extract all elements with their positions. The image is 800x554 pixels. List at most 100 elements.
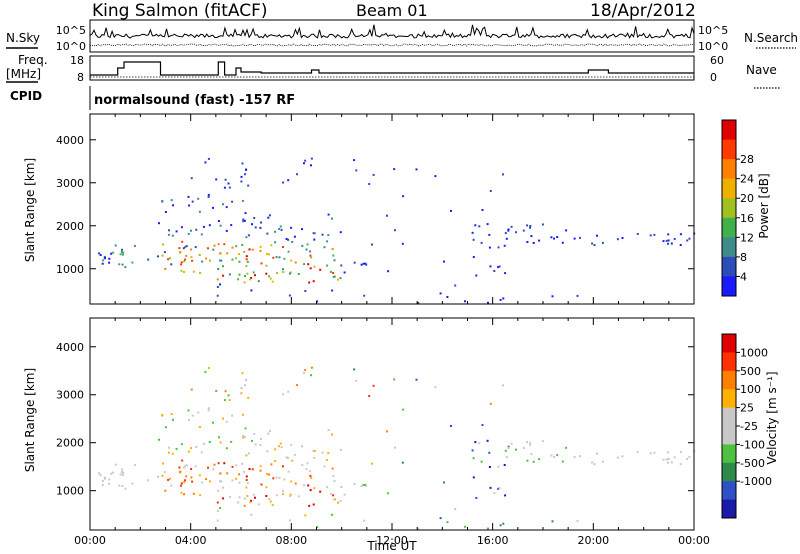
heatmap-cell (417, 527, 420, 530)
freq-trace (90, 61, 694, 78)
heatmap-cell (283, 257, 286, 260)
heatmap-cell (309, 254, 312, 257)
heatmap-cell (124, 487, 127, 490)
heatmap-cell (169, 257, 171, 260)
heatmap-cell (205, 478, 208, 481)
heatmap-cell (187, 450, 190, 453)
heatmap-cell (309, 250, 312, 253)
heatmap-cell (157, 255, 159, 258)
heatmap-cell (541, 440, 544, 443)
heatmap-cell (170, 484, 173, 487)
heatmap-cell (198, 474, 201, 477)
heatmap-cell (386, 430, 388, 433)
heatmap-cell (250, 513, 253, 516)
heatmap-cell (237, 278, 240, 281)
heatmap-cell (313, 238, 316, 241)
heatmap-cell (310, 157, 313, 160)
heatmap-cell (213, 463, 216, 466)
heatmap-cell (310, 366, 313, 369)
heatmap-cell (573, 455, 576, 458)
heatmap-cell (207, 193, 210, 196)
heatmap-cell (121, 468, 123, 471)
heatmap-cell (212, 468, 215, 471)
heatmap-cell (223, 186, 226, 189)
nsky-panel-frame (89, 19, 695, 53)
heatmap-cell (245, 255, 248, 258)
heatmap-cell (443, 481, 445, 484)
heatmap-cell (538, 458, 541, 461)
heatmap-cell (269, 429, 271, 432)
heatmap-cell (312, 232, 315, 235)
heatmap-cell (667, 233, 670, 236)
heatmap-cell (487, 301, 489, 304)
heatmap-cell (287, 238, 290, 241)
heatmap-cell (223, 399, 226, 402)
heatmap-cell (231, 258, 234, 261)
nsky-line (89, 24, 695, 39)
heatmap-cell (228, 495, 231, 498)
heatmap-cell (290, 443, 293, 446)
heatmap-cell (434, 175, 437, 178)
heatmap-cell (471, 449, 474, 452)
heatmap-cell (507, 445, 510, 448)
heatmap-cell (667, 461, 669, 464)
heatmap-cell (225, 447, 228, 450)
heatmap-cell (275, 256, 278, 259)
heatmap-cell (331, 289, 334, 292)
heatmap-cell (289, 493, 292, 496)
heatmap-cell (245, 168, 248, 171)
heatmap-cell (114, 244, 117, 247)
heatmap-cell (327, 429, 330, 432)
heatmap-cell (251, 248, 254, 251)
heatmap-cell (122, 471, 125, 474)
heatmap-cell (241, 162, 244, 165)
heatmap-cell (185, 254, 188, 257)
heatmap-cell (99, 254, 102, 256)
heatmap-cell (178, 466, 181, 469)
nave-tick-top: 60 (710, 54, 724, 67)
heatmap-cell (204, 161, 207, 164)
heatmap-cell (227, 394, 230, 397)
heatmap-cell (217, 220, 220, 222)
heatmap-cell (224, 390, 227, 393)
heatmap-cell (504, 272, 507, 275)
heatmap-cell (303, 162, 305, 165)
colorbar-swatch (722, 120, 736, 141)
heatmap-cell (280, 446, 283, 449)
colorbar-tick-label: 1000 (740, 346, 768, 359)
heatmap-cell (207, 157, 210, 160)
freq-label-1: Freq. (18, 53, 48, 67)
heatmap-cell (301, 464, 304, 467)
heatmap-cell (121, 473, 124, 476)
heatmap-cell (231, 200, 234, 203)
heatmap-cell (254, 226, 257, 229)
heatmap-cell (332, 474, 335, 477)
colorbar-tick-label: -1000 (740, 475, 772, 488)
heatmap-cell (167, 233, 170, 236)
heatmap-cell (253, 217, 256, 219)
heatmap-cell (182, 466, 185, 469)
heatmap-cell (194, 246, 197, 249)
heatmap-cell (188, 204, 191, 207)
heatmap-cell (673, 238, 676, 240)
heatmap-cell (446, 521, 449, 524)
heatmap-cell (313, 487, 316, 490)
heatmap-cell (243, 504, 246, 507)
heatmap-cell (190, 468, 193, 470)
heatmap-cell (170, 199, 173, 202)
y-tick-label: 1000 (56, 263, 84, 276)
heatmap-cell (365, 485, 368, 487)
heatmap-cell (288, 495, 291, 497)
x-tick-label: 20:00 (577, 534, 609, 547)
heatmap-cell (208, 224, 211, 227)
heatmap-cell (235, 464, 238, 467)
heatmap-cell (231, 414, 234, 417)
heatmap-cell (279, 225, 282, 228)
heatmap-cell (219, 480, 221, 483)
heatmap-cell (265, 495, 268, 497)
heatmap-cell (121, 248, 123, 251)
heatmap-cell (337, 501, 339, 504)
heatmap-cell (486, 439, 489, 442)
heatmap-cell (246, 495, 249, 497)
date-title: 18/Apr/2012 (590, 1, 696, 21)
